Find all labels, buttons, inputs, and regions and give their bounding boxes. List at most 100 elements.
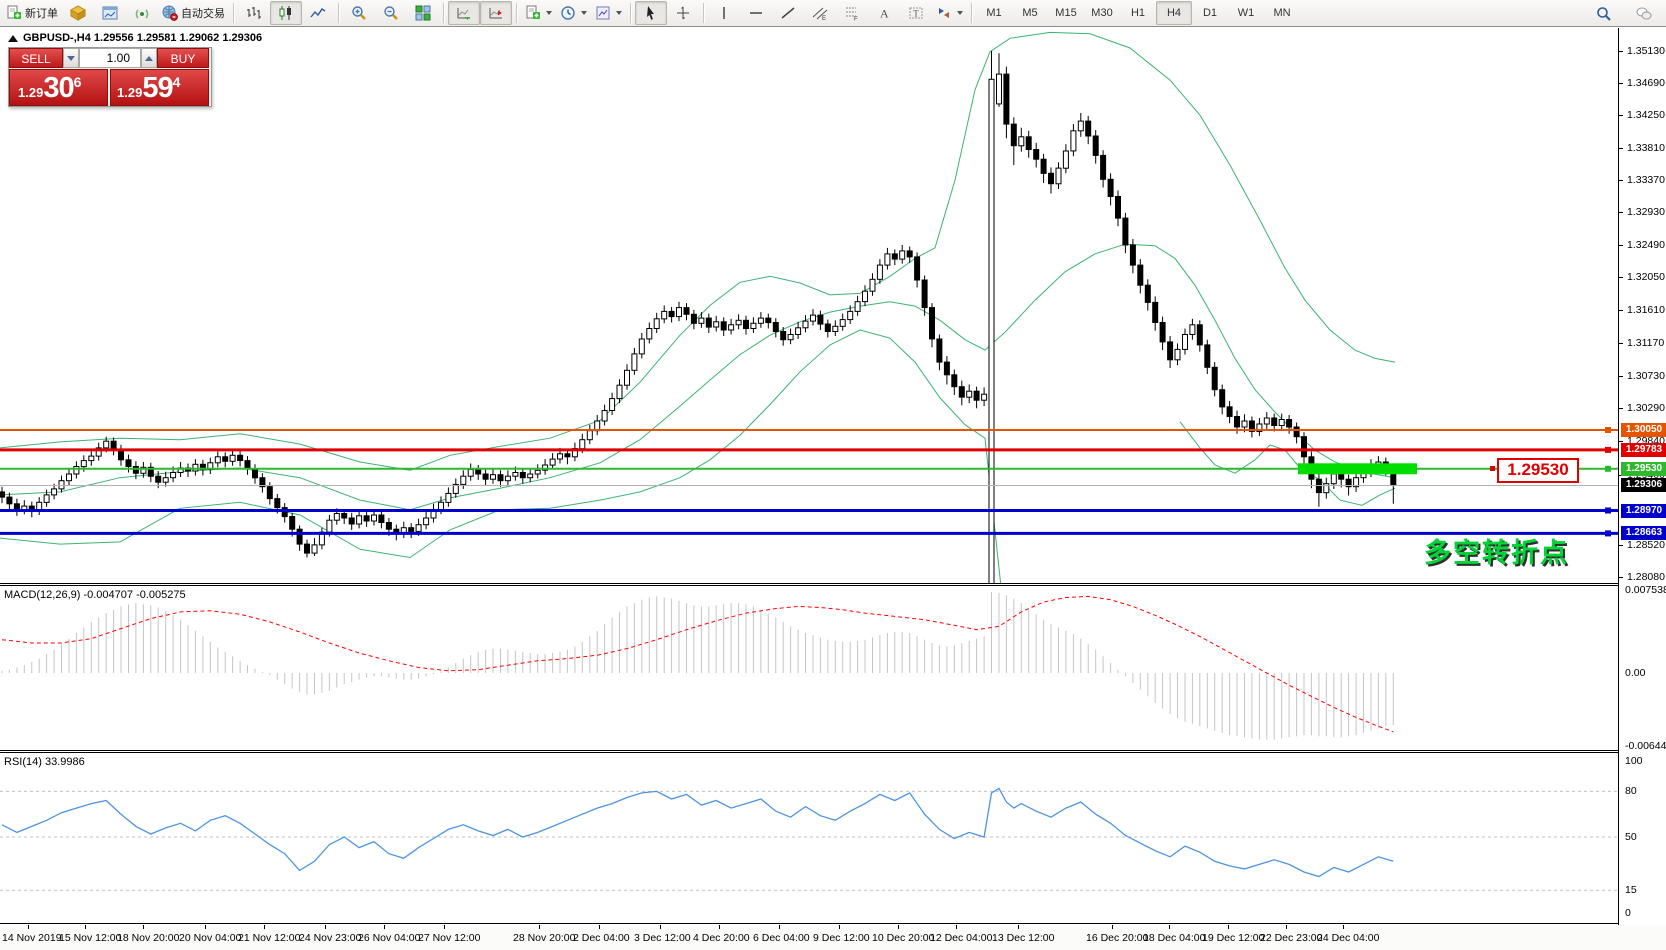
horizontal-line-icon (748, 5, 764, 21)
price-tick-label: 1.34250 (1627, 109, 1665, 121)
price-flag-object[interactable]: 1.29530 (1497, 458, 1579, 483)
text-label-button[interactable]: T (900, 1, 932, 25)
timeframe-h4-button[interactable]: H4 (1156, 1, 1192, 25)
time-tick-label: 22 Dec 23:00 (1260, 932, 1323, 944)
search-icon (1596, 6, 1612, 22)
volume-decrease-button[interactable] (63, 48, 79, 68)
candlesticks (0, 51, 1397, 584)
bars-chart-button[interactable] (238, 1, 270, 25)
autotrading-button[interactable]: 自动交易 (158, 1, 229, 25)
sell-button[interactable]: SELL (9, 48, 63, 68)
timeframe-h1-button[interactable]: H1 (1130, 7, 1146, 19)
price-flag-anchor[interactable] (1490, 466, 1495, 471)
equidistant-channel-button[interactable]: E (804, 1, 836, 25)
price-tick-label: 1.32050 (1627, 271, 1665, 283)
time-tick-label: 6 Dec 04:00 (753, 932, 810, 944)
buy-price-tile[interactable]: 1.29 59 4 (110, 69, 209, 106)
text-button[interactable]: A (868, 1, 900, 25)
macd-signal-line (1, 595, 1394, 733)
rsi-pane[interactable] (0, 752, 1618, 923)
indicators-button[interactable] (521, 1, 556, 25)
price-axis[interactable]: 1.35130 1.34690 1.34250 1.33810 1.33370 1.329… (1618, 28, 1666, 925)
volume-increase-button[interactable] (141, 48, 157, 68)
time-tick-label: 20 Nov 04:00 (179, 932, 242, 944)
templates-button[interactable] (591, 1, 626, 25)
timeframe-m15-button[interactable]: M15 (1055, 7, 1077, 19)
periods-button[interactable] (556, 1, 591, 25)
trendline-icon (780, 5, 796, 21)
metaeditor-button[interactable] (62, 1, 94, 25)
candlestick-chart-button[interactable] (270, 1, 302, 25)
pane-separator[interactable] (0, 750, 1666, 751)
chevron-down-icon (957, 11, 963, 15)
line-handle[interactable] (1605, 530, 1611, 537)
toolbar-separator (443, 3, 444, 23)
toolbar-separator (703, 3, 704, 23)
price-tick-label: 1.32930 (1627, 206, 1665, 218)
timeframe-m5-button[interactable]: M5 (1022, 7, 1038, 19)
shapes-button[interactable] (932, 1, 967, 25)
timeframe-m1-button[interactable]: M1 (986, 7, 1002, 19)
macd-pane[interactable] (0, 585, 1618, 750)
fibonacci-button[interactable]: F (836, 1, 868, 25)
price-tick-mark (1619, 545, 1623, 546)
time-tick-label: 18 Dec 04:00 (1143, 932, 1206, 944)
vertical-line-button[interactable] (708, 1, 740, 25)
line-handle[interactable] (1605, 446, 1611, 453)
tile-windows-button[interactable] (407, 1, 439, 25)
chat-button[interactable] (1628, 2, 1660, 26)
time-tick-label: 28 Nov 20:00 (513, 932, 576, 944)
cursor-button[interactable] (635, 1, 667, 25)
sell-price-tile[interactable]: 1.29 30 6 (9, 69, 108, 106)
highlight-segment[interactable] (1298, 463, 1417, 475)
timeframe-w1-button[interactable]: W1 (1237, 7, 1255, 19)
price-tick-label: 1.28520 (1627, 539, 1665, 551)
line-handle[interactable] (1605, 507, 1611, 514)
crosshair-icon (675, 5, 691, 21)
time-axis[interactable]: 14 Nov 2019 15 Nov 12:00 18 Nov 20:00 20 No… (0, 925, 1666, 950)
pane-separator[interactable] (0, 752, 1666, 753)
time-tick-mark (839, 925, 840, 929)
zoom-out-button[interactable] (375, 1, 407, 25)
chart-symbol-title[interactable]: GBPUSD-,H4 1.29556 1.29581 1.29062 1.293… (8, 32, 262, 44)
search-button[interactable] (1588, 2, 1620, 26)
indicator-axis-label: 0.00 (1625, 667, 1646, 679)
volume-input[interactable] (79, 48, 141, 68)
toolbar-separator (971, 3, 972, 23)
time-tick-label: 2 Dec 04:00 (573, 932, 630, 944)
line-chart-button[interactable] (302, 1, 334, 25)
zoom-in-icon (351, 5, 367, 21)
horizontal-line-button[interactable] (740, 1, 772, 25)
line-handle[interactable] (1605, 427, 1611, 433)
collapse-triangle-icon[interactable] (8, 34, 18, 42)
price-tick-mark (1619, 310, 1623, 311)
time-tick-label: 12 Dec 04:00 (930, 932, 993, 944)
buy-button[interactable]: BUY (157, 48, 209, 68)
time-tick-mark (539, 925, 540, 929)
shapes-icon (936, 5, 952, 21)
indicators-icon (525, 5, 541, 21)
auto-scroll-button[interactable] (448, 1, 480, 25)
rsi-label: RSI(14) 33.9986 (4, 756, 85, 768)
time-tick-mark (85, 925, 86, 929)
pane-separator[interactable] (0, 583, 1666, 584)
new-chart-button[interactable] (94, 1, 126, 25)
zoom-in-button[interactable] (343, 1, 375, 25)
pane-separator[interactable] (0, 585, 1666, 586)
crosshair-button[interactable] (667, 1, 699, 25)
timeframe-d1-button[interactable]: D1 (1202, 7, 1218, 19)
signals-button[interactable] (126, 1, 158, 25)
line-handle[interactable] (1605, 465, 1611, 472)
toolbar-separator (338, 3, 339, 23)
price-level-badge: 1.30050 (1621, 422, 1666, 437)
main-chart-pane[interactable] (0, 28, 1618, 584)
trendline-button[interactable] (772, 1, 804, 25)
buy-price-sup: 4 (172, 74, 181, 90)
price-level-badge: 1.29783 (1621, 442, 1666, 457)
annotation-text-object[interactable]: 多空转折点 (1424, 538, 1569, 568)
indicator-axis-label: 50 (1625, 831, 1637, 843)
new-order-button[interactable]: 新订单 (2, 1, 62, 25)
timeframe-m30-button[interactable]: M30 (1091, 7, 1113, 19)
timeframe-mn-button[interactable]: MN (1273, 7, 1291, 19)
chart-shift-button[interactable] (480, 1, 512, 25)
